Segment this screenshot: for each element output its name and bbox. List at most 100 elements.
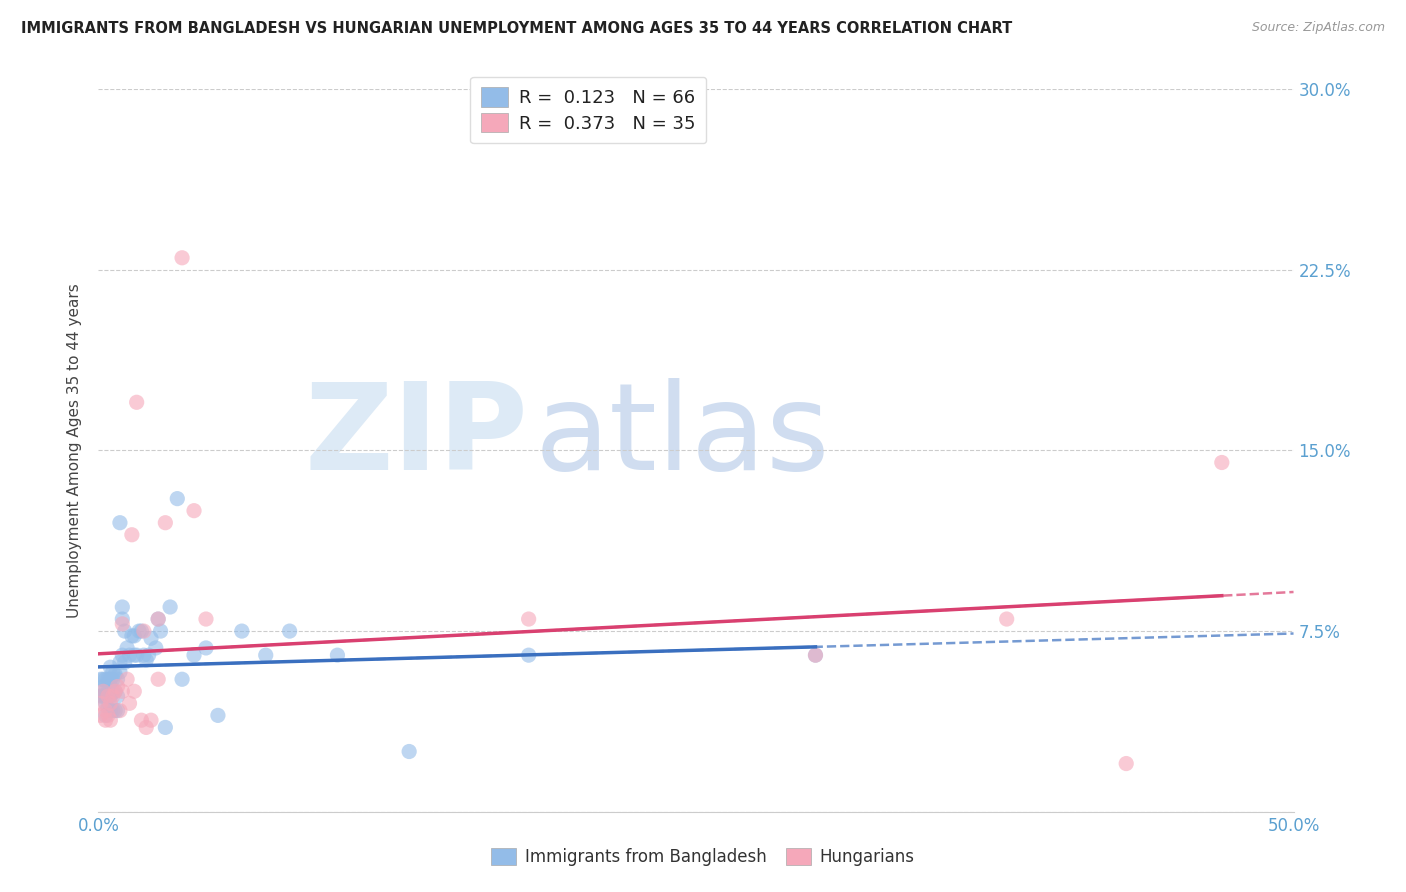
Point [1211,455,1233,469]
Point [131,624,153,639]
Point [111,612,134,626]
Point [145,640,167,655]
Point [138,648,160,662]
Point [166,491,188,506]
Point [124,648,146,662]
Point [91,684,114,698]
Point [125,395,148,409]
Point [124,629,146,643]
Point [94,673,117,687]
Point [98,680,122,694]
Point [118,696,141,710]
Point [108,516,131,530]
Point [91,673,114,687]
Point [98,673,122,687]
Point [97,684,120,698]
Point [995,612,1018,626]
Point [183,648,205,662]
Point [97,689,120,703]
Y-axis label: Unemployment Among Ages 35 to 44 years: Unemployment Among Ages 35 to 44 years [67,283,83,618]
Point [121,527,143,541]
Point [195,640,218,655]
Point [98,704,122,718]
Point [107,673,129,687]
Point [98,713,122,727]
Point [90,696,112,710]
Point [254,648,277,662]
Point [111,684,134,698]
Point [104,667,127,681]
Point [114,624,136,639]
Point [155,721,177,735]
Point [207,708,229,723]
Point [91,689,114,703]
Point [804,648,827,662]
Point [97,708,120,723]
Point [104,684,127,698]
Point [104,704,127,718]
Point [172,251,194,265]
Point [97,701,120,715]
Text: atlas: atlas [534,377,831,494]
Point [94,708,117,723]
Point [101,673,124,687]
Point [125,648,148,662]
Point [148,612,170,626]
Point [128,624,150,639]
Point [101,689,124,703]
Point [132,648,155,662]
Point [124,684,146,698]
Point [94,704,117,718]
Point [115,640,138,655]
Point [804,648,827,662]
Point [111,616,134,631]
Point [231,624,253,639]
Point [135,721,157,735]
Point [517,612,540,626]
Point [94,713,117,727]
Point [98,660,122,674]
Point [107,704,129,718]
Point [115,673,138,687]
Point [172,673,194,687]
Point [118,648,141,662]
Point [398,744,420,758]
Point [278,624,301,639]
Point [111,599,134,614]
Point [108,656,131,670]
Point [131,713,153,727]
Point [101,704,124,718]
Point [183,503,205,517]
Point [155,516,177,530]
Point [94,696,117,710]
Point [107,680,129,694]
Point [101,684,124,698]
Point [98,689,122,703]
Point [90,673,112,687]
Point [121,629,143,643]
Legend: Immigrants from Bangladesh, Hungarians: Immigrants from Bangladesh, Hungarians [482,840,924,875]
Point [91,680,114,694]
Point [107,689,129,703]
Point [139,632,162,646]
Point [517,648,540,662]
Point [90,708,112,723]
Point [148,673,170,687]
Point [195,612,218,626]
Point [114,656,136,670]
Point [148,612,170,626]
Point [94,689,117,703]
Point [104,684,127,698]
Legend: R =  0.123   N = 66, R =  0.373   N = 35: R = 0.123 N = 66, R = 0.373 N = 35 [471,77,706,144]
Point [1115,756,1137,771]
Point [149,624,172,639]
Point [97,689,120,703]
Point [159,599,181,614]
Point [108,665,131,679]
Point [139,713,162,727]
Point [135,653,157,667]
Text: IMMIGRANTS FROM BANGLADESH VS HUNGARIAN UNEMPLOYMENT AMONG AGES 35 TO 44 YEARS C: IMMIGRANTS FROM BANGLADESH VS HUNGARIAN … [21,21,1012,36]
Text: ZIP: ZIP [305,377,529,494]
Point [326,648,349,662]
Point [101,665,124,679]
